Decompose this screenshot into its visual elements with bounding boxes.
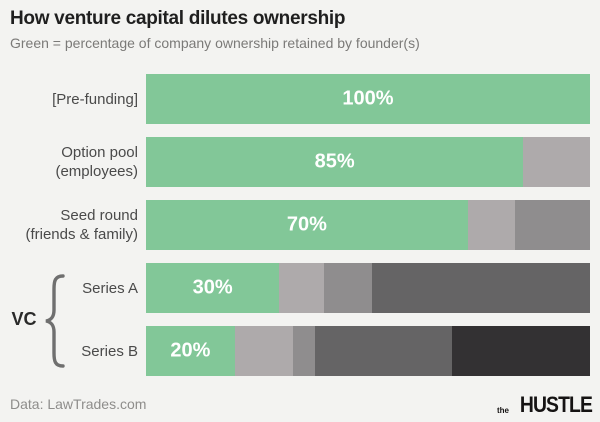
- bar-segment-series_b: [452, 326, 590, 376]
- stacked-bar: 85%: [146, 137, 590, 187]
- curly-brace-icon: [43, 273, 65, 374]
- bar-category-label: Series A: [82, 279, 138, 297]
- bar-segment-series_a: [371, 263, 590, 313]
- bar-segment-founders: [146, 200, 468, 250]
- bar-segment-seed: [514, 200, 590, 250]
- bar-category-label: Seed round (friends & family): [25, 207, 138, 243]
- bar-segment-seed: [292, 326, 315, 376]
- subtitle-legend: Green = percentage of company ownership …: [10, 35, 420, 51]
- bar-row: Series B 20%: [0, 326, 600, 376]
- page-title: How venture capital dilutes ownership: [10, 8, 346, 29]
- bar-row: Seed round (friends & family) 70%: [0, 200, 600, 250]
- header: How venture capital dilutes ownership Gr…: [10, 8, 590, 51]
- bar-row: Series A 30%: [0, 263, 600, 313]
- bar-segment-option_pool: [279, 263, 324, 313]
- bar-row: Option pool (employees) 85%: [0, 137, 600, 187]
- bar-segment-founders: [146, 74, 590, 124]
- bar-segment-founders: [146, 137, 524, 187]
- data-source: Data: LawTrades.com: [10, 396, 147, 412]
- bar-category-label: Option pool (employees): [55, 144, 138, 180]
- vc-group-label: VC: [11, 309, 37, 329]
- bar-segment-option_pool: [467, 200, 515, 250]
- founders-pct-label: 85%: [314, 150, 355, 173]
- bar-segment-series_a: [314, 326, 453, 376]
- founders-pct-label: 20%: [170, 339, 211, 362]
- founders-pct-label: 70%: [286, 213, 327, 236]
- stacked-bar: 30%: [146, 263, 590, 313]
- bar-segment-option_pool: [523, 137, 590, 187]
- logo-hustle-text: HUSTLE: [519, 392, 593, 417]
- bar-segment-founders: [146, 326, 235, 376]
- bar-segment-founders: [146, 263, 280, 313]
- stacked-bar: 100%: [146, 74, 590, 124]
- founders-pct-label: 30%: [192, 276, 233, 299]
- bar-segment-seed: [323, 263, 372, 313]
- bar-segment-option_pool: [234, 326, 293, 376]
- the-hustle-logo: the HUSTLE: [497, 392, 593, 418]
- bar-category-label: [Pre-funding]: [52, 90, 138, 108]
- bar-row: [Pre-funding] 100%: [0, 74, 600, 124]
- stacked-bar: 20%: [146, 326, 590, 376]
- founders-pct-label: 100%: [342, 87, 394, 110]
- stacked-bar: 70%: [146, 200, 590, 250]
- logo-the-text: the: [497, 406, 509, 415]
- stacked-bar-chart: [Pre-funding] 100% Option pool (employees) 8…: [0, 74, 600, 376]
- bar-category-label: Series B: [81, 342, 138, 360]
